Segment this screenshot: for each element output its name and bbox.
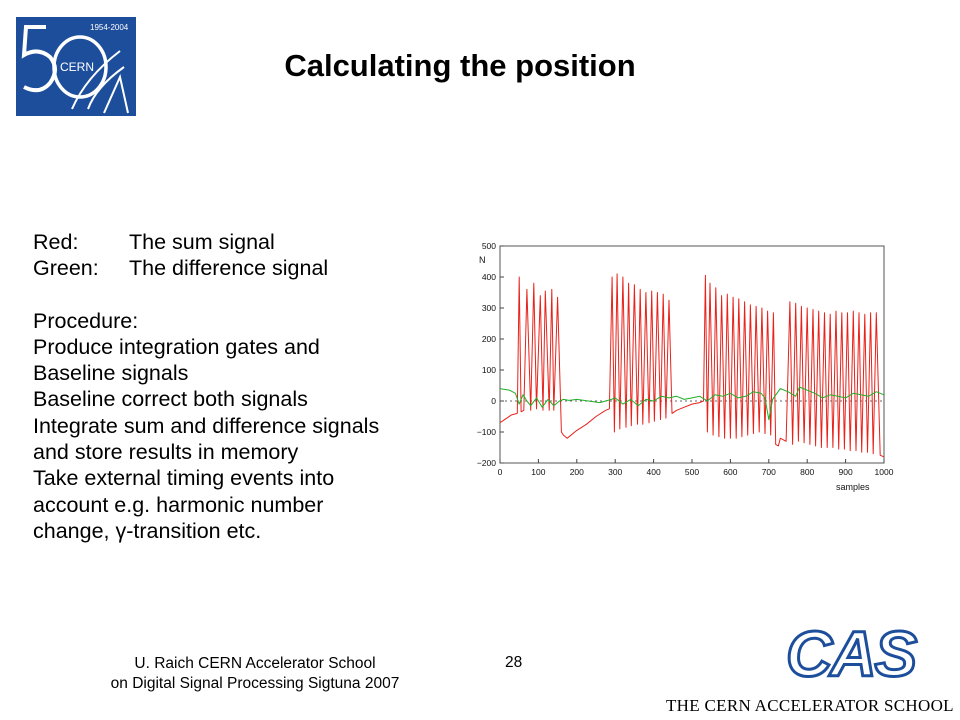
x-tick-label: 700 xyxy=(762,467,776,477)
cas-logo: CAS xyxy=(784,617,934,692)
procedure-line: Integrate sum and difference signals xyxy=(33,413,380,438)
y-axis-label: N xyxy=(479,255,486,265)
slide-title: Calculating the position xyxy=(284,48,636,83)
x-tick-label: 400 xyxy=(647,467,661,477)
y-tick-label: 400 xyxy=(482,272,496,282)
x-axis-label: samples xyxy=(836,482,870,492)
procedure-line: Baseline correct both signals xyxy=(33,387,308,412)
cern-logo-graphic: 1954-2004 CERN xyxy=(21,23,129,114)
cas-logo-graphic: CAS xyxy=(785,617,921,692)
procedure-line: account e.g. harmonic number xyxy=(33,492,324,517)
x-tick-label: 0 xyxy=(498,467,503,477)
slide-body: Red: The sum signal Green: The differenc… xyxy=(33,229,473,544)
legend-line-red: Red: The sum signal xyxy=(33,229,473,255)
logo-years: 1954-2004 xyxy=(90,23,129,32)
x-tick-label: 300 xyxy=(608,467,622,477)
cas-logo-text: CAS xyxy=(786,624,917,684)
y-tick-label: 0 xyxy=(491,396,496,406)
footer-line-1: U. Raich CERN Accelerator School xyxy=(134,655,376,672)
x-tick-label: 600 xyxy=(723,467,737,477)
legend-text: The difference signal xyxy=(129,256,329,281)
y-tick-label: 500 xyxy=(482,241,496,251)
difference-signal-line xyxy=(499,386,885,421)
procedure-line: change, γ-transition etc. xyxy=(33,518,262,543)
procedure-heading: Procedure: xyxy=(33,308,139,333)
x-tick-label: 500 xyxy=(685,467,699,477)
signal-chart-svg: 0 100 200 300 400 500 600 700 800 900 1000−200−100… xyxy=(477,241,894,492)
logo-org: CERN xyxy=(60,60,94,74)
legend-key: Red: xyxy=(33,230,79,254)
y-tick-label: −100 xyxy=(477,427,496,437)
x-tick-label: 200 xyxy=(570,467,584,477)
signal-chart: 0 100 200 300 400 500 600 700 800 900 1000 −200 −100… xyxy=(464,234,904,496)
x-tick-label: 800 xyxy=(800,467,814,477)
procedure-line: Take external timing events into xyxy=(33,466,335,491)
cern-50-logo: 1954-2004 CERN xyxy=(16,17,136,116)
y-tick-label: 200 xyxy=(482,334,496,344)
procedure-line: Produce integration gates and xyxy=(33,334,320,359)
x-tick-label: 1000 xyxy=(875,467,894,477)
cas-caption: THE CERN ACCELERATOR SCHOOL xyxy=(666,696,954,715)
procedure-line: and store results in memory xyxy=(33,440,299,465)
y-tick-label: 300 xyxy=(482,303,496,313)
footer-line-2: on Digital Signal Processing Sigtuna 200… xyxy=(110,675,400,692)
sum-signal-line xyxy=(499,273,885,458)
y-tick-label: −200 xyxy=(477,458,496,468)
y-tick-label: 100 xyxy=(482,365,496,375)
footer-credit: U. Raich CERN Accelerator School on Digi… xyxy=(60,654,450,694)
legend-line-green: Green: The difference signal xyxy=(33,255,473,281)
legend-key: Green: xyxy=(33,256,99,281)
x-tick-label: 100 xyxy=(531,467,545,477)
procedure-line: Baseline signals xyxy=(33,361,189,386)
x-tick-label: 900 xyxy=(839,467,853,477)
page-number: 28 xyxy=(505,654,523,671)
legend-text: The sum signal xyxy=(129,230,275,254)
